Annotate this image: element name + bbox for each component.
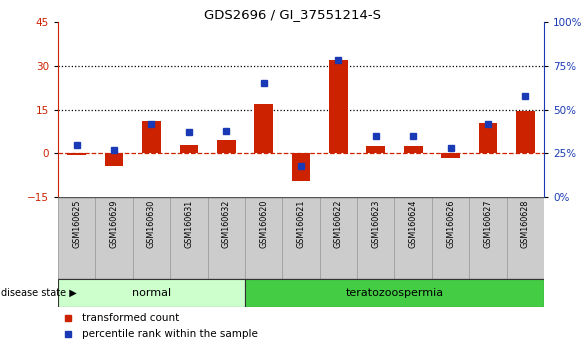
Bar xyxy=(357,197,394,279)
Text: disease state ▶: disease state ▶ xyxy=(1,288,77,298)
Text: GSM160622: GSM160622 xyxy=(334,199,343,248)
Text: GSM160627: GSM160627 xyxy=(483,199,492,248)
Text: teratozoospermia: teratozoospermia xyxy=(345,288,444,298)
Bar xyxy=(469,197,507,279)
Text: percentile rank within the sample: percentile rank within the sample xyxy=(82,329,258,339)
Bar xyxy=(58,279,245,307)
Text: transformed count: transformed count xyxy=(82,313,179,322)
Text: GSM160631: GSM160631 xyxy=(185,199,193,248)
Text: GSM160624: GSM160624 xyxy=(408,199,418,248)
Bar xyxy=(96,197,133,279)
Text: GSM160626: GSM160626 xyxy=(446,199,455,248)
Text: GSM160621: GSM160621 xyxy=(297,199,305,248)
Bar xyxy=(58,197,96,279)
Text: GSM160632: GSM160632 xyxy=(222,199,231,248)
Text: GSM160630: GSM160630 xyxy=(147,199,156,248)
Bar xyxy=(329,60,347,153)
Bar xyxy=(516,111,534,153)
Bar xyxy=(217,140,236,153)
Bar xyxy=(507,197,544,279)
Bar xyxy=(245,279,544,307)
Text: GSM160629: GSM160629 xyxy=(110,199,118,248)
Bar xyxy=(254,104,273,153)
Text: GSM160620: GSM160620 xyxy=(259,199,268,248)
Text: GDS2696 / GI_37551214-S: GDS2696 / GI_37551214-S xyxy=(205,8,381,21)
Bar xyxy=(366,146,385,153)
Text: GSM160623: GSM160623 xyxy=(372,199,380,248)
Bar xyxy=(394,197,432,279)
Bar xyxy=(432,197,469,279)
Bar xyxy=(170,197,207,279)
Bar xyxy=(441,153,460,158)
Bar xyxy=(479,122,498,153)
Bar xyxy=(404,146,423,153)
Bar xyxy=(245,197,282,279)
Text: GSM160628: GSM160628 xyxy=(521,199,530,248)
Bar xyxy=(320,197,357,279)
Bar xyxy=(282,197,320,279)
Bar xyxy=(133,197,170,279)
Bar xyxy=(292,153,311,181)
Bar xyxy=(67,153,86,155)
Bar xyxy=(142,121,161,153)
Bar xyxy=(179,144,198,153)
Text: normal: normal xyxy=(132,288,171,298)
Bar xyxy=(207,197,245,279)
Text: GSM160625: GSM160625 xyxy=(72,199,81,248)
Bar xyxy=(105,153,124,166)
